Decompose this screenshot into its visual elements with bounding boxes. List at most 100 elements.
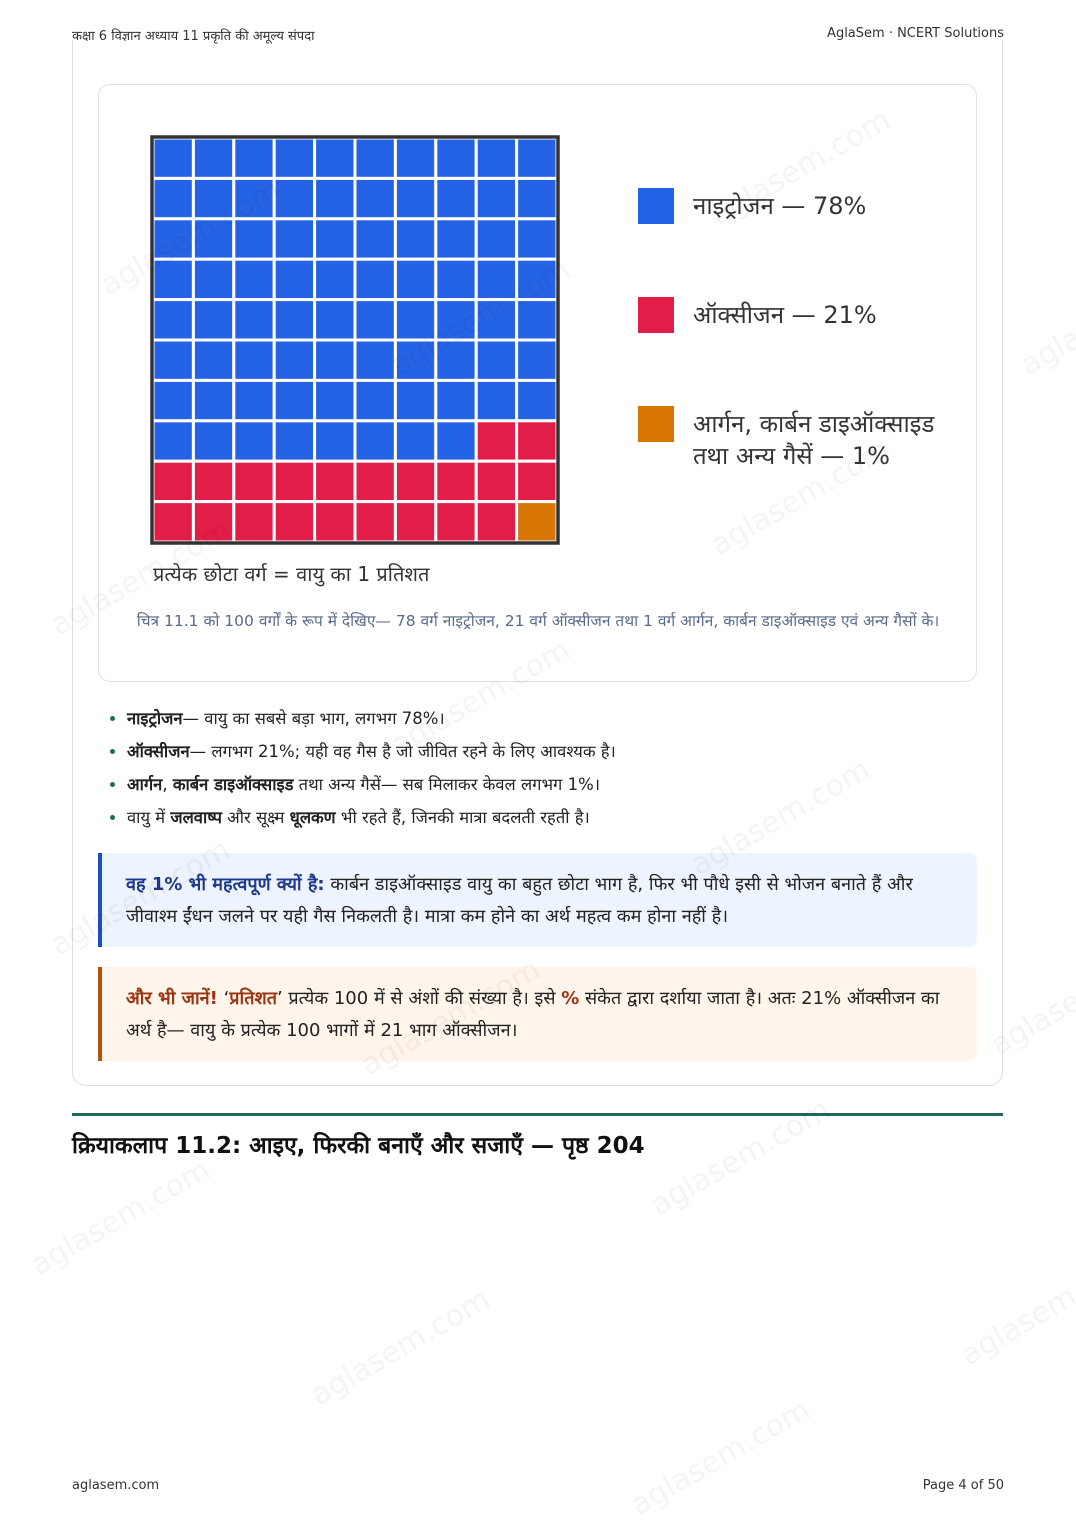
waffle-cell [313, 338, 357, 382]
waffle-cell [434, 176, 478, 221]
waffle-cell [232, 338, 276, 382]
waffle-cell [474, 176, 519, 221]
text-run: वायु में [127, 808, 171, 827]
chart-note: प्रत्येक छोटा वर्ग = वायु का 1 प्रतिशत [153, 562, 430, 586]
text-run: प्रतिशत [229, 988, 277, 1009]
watermark: aglasem.com [305, 1282, 497, 1413]
header-left: कक्षा 6 विज्ञान अध्याय 11 प्रकृति की अमू… [72, 29, 315, 44]
waffle-cell [474, 419, 519, 463]
bullet-item: नाइट्रोजन— वायु का सबसे बड़ा भाग, लगभग 7… [127, 702, 997, 735]
waffle-cell [272, 378, 317, 423]
waffle-cell [434, 500, 478, 544]
waffle-cell [353, 298, 397, 342]
bullet-item: वायु में जलवाष्प और सूक्ष्म धूलकण भी रहत… [127, 801, 997, 834]
waffle-cell [313, 500, 357, 544]
text-run: — लगभग 21%; यही वह गैस है जो जीवित रहने … [189, 742, 616, 761]
waffle-cell [313, 257, 357, 302]
waffle-cell [393, 176, 438, 221]
waffle-cell [272, 217, 317, 261]
waffle-cell [191, 298, 236, 342]
waffle-cell [353, 217, 397, 261]
waffle-cell [313, 378, 357, 423]
figure-caption: चित्र 11.1 को 100 वर्गों के रूप में देखि… [136, 612, 940, 630]
waffle-cell [313, 419, 357, 463]
legend-label: नाइट्रोजन — 78% [693, 192, 867, 220]
waffle-cell [232, 298, 276, 342]
waffle-cell [232, 459, 276, 504]
waffle-cell [353, 459, 397, 504]
waffle-cell [151, 459, 195, 504]
waffle-cell [515, 459, 559, 504]
waffle-cell [272, 298, 317, 342]
waffle-chart [150, 135, 560, 545]
waffle-cell [272, 500, 317, 544]
waffle-cell [313, 459, 357, 504]
footer-left: aglasem.com [72, 1478, 160, 1493]
waffle-cell [272, 338, 317, 382]
waffle-cell [151, 338, 195, 382]
text-run: नाइट्रोजन [127, 709, 183, 728]
bullet-item: आर्गन, कार्बन डाइऑक्साइड तथा अन्य गैसें—… [127, 768, 997, 801]
waffle-cell [515, 257, 559, 302]
watermark: aglasem.com [955, 1242, 1076, 1373]
waffle-cell [474, 217, 519, 261]
waffle-cell [151, 136, 195, 180]
waffle-cell [474, 378, 519, 423]
header-right: AglaSem · NCERT Solutions [827, 26, 1004, 41]
waffle-cell [232, 419, 276, 463]
waffle-cell [474, 136, 519, 180]
divider [72, 1113, 1003, 1116]
waffle-cell [393, 378, 438, 423]
waffle-cell [353, 419, 397, 463]
waffle-cell [151, 378, 195, 423]
text-run: ऑक्सीजन [127, 742, 190, 761]
waffle-frame [150, 135, 560, 545]
waffle-cell [313, 298, 357, 342]
text-run: , [162, 775, 173, 794]
waffle-cell [393, 257, 438, 302]
waffle-cell [393, 459, 438, 504]
watermark: aglasem.com [645, 1092, 837, 1223]
waffle-cell [353, 378, 397, 423]
legend-swatch [638, 406, 674, 442]
watermark: aglasem.com [25, 1152, 217, 1283]
legend-label: ऑक्सीजन — 21% [693, 301, 877, 329]
text-run: तथा अन्य गैसें— सब मिलाकर केवल लगभग 1%। [293, 775, 601, 794]
figure-card [98, 84, 977, 682]
waffle-cell [151, 176, 195, 221]
text-run: % [561, 988, 580, 1009]
waffle-cell [272, 459, 317, 504]
waffle-cell [353, 136, 397, 180]
waffle-cell [515, 419, 559, 463]
waffle-cell [191, 217, 236, 261]
waffle-cell [434, 136, 478, 180]
waffle-cell [353, 257, 397, 302]
waffle-cell [515, 500, 559, 544]
waffle-cell [232, 257, 276, 302]
tip-box: और भी जानें! ‘प्रतिशत’ प्रत्येक 100 में … [98, 967, 977, 1061]
text-run: और भी जानें! [126, 988, 218, 1009]
waffle-cell [313, 217, 357, 261]
legend-swatch [638, 297, 674, 333]
bullet-item: ऑक्सीजन— लगभग 21%; यही वह गैस है जो जीवि… [127, 735, 997, 768]
waffle-cell [393, 136, 438, 180]
text-run: ’ प्रत्येक 100 में से अंशों की संख्या है… [276, 988, 562, 1009]
text-run: संकेत द्वारा दर्शाया जाता है। अतः 21% ऑक… [126, 988, 940, 1041]
waffle-cell [191, 136, 236, 180]
waffle-cell [434, 298, 478, 342]
legend-swatch [638, 188, 674, 224]
waffle-cell [434, 419, 478, 463]
waffle-cell [474, 338, 519, 382]
waffle-cell [191, 338, 236, 382]
text-run: ‘ [217, 988, 230, 1009]
waffle-cell [393, 419, 438, 463]
text-run: और सूक्ष्म [221, 808, 290, 827]
waffle-cell [515, 217, 559, 261]
waffle-cell [232, 378, 276, 423]
waffle-cell [393, 500, 438, 544]
waffle-cell [434, 459, 478, 504]
waffle-cell [191, 257, 236, 302]
text-run: — वायु का सबसे बड़ा भाग, लगभग 78%। [182, 709, 445, 728]
text-run: आर्गन [127, 775, 163, 794]
